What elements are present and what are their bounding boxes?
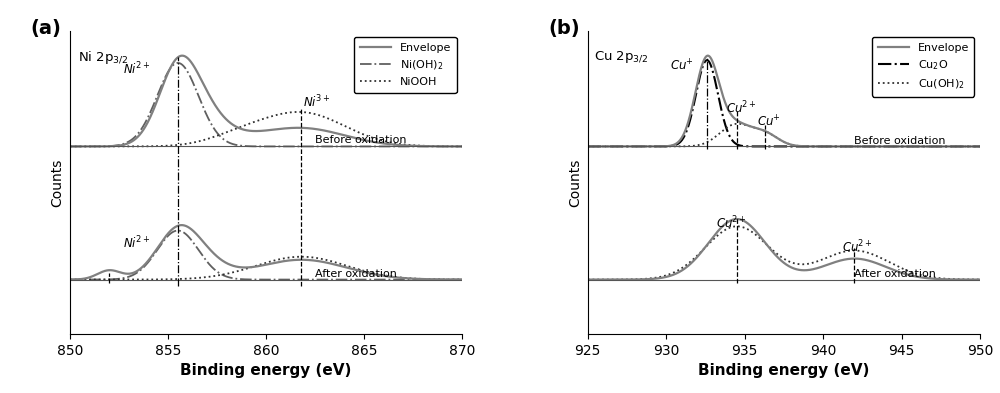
Text: Ni 2p$_{3/2}$: Ni 2p$_{3/2}$ <box>78 50 128 66</box>
X-axis label: Binding energy (eV): Binding energy (eV) <box>698 363 870 378</box>
Text: (b): (b) <box>549 19 580 39</box>
Text: Cu$^{+}$: Cu$^{+}$ <box>757 114 781 130</box>
Text: Cu 2p$_{3/2}$: Cu 2p$_{3/2}$ <box>594 50 648 65</box>
Y-axis label: Counts: Counts <box>568 158 582 207</box>
Text: Before oxidation: Before oxidation <box>315 135 407 145</box>
X-axis label: Binding energy (eV): Binding energy (eV) <box>180 363 352 378</box>
Text: Ni$^{2+}$: Ni$^{2+}$ <box>123 234 150 251</box>
Y-axis label: Counts: Counts <box>50 158 64 207</box>
Text: Cu$^{2+}$: Cu$^{2+}$ <box>726 99 756 116</box>
Text: Ni$^{2+}$: Ni$^{2+}$ <box>123 60 150 77</box>
Text: Cu$^{2+}$: Cu$^{2+}$ <box>716 215 747 231</box>
Text: (a): (a) <box>31 19 62 39</box>
Text: After oxidation: After oxidation <box>854 269 936 279</box>
Text: After oxidation: After oxidation <box>315 269 397 279</box>
Text: Cu$^{+}$: Cu$^{+}$ <box>670 59 694 74</box>
Legend: Envelope, Cu$_2$O, Cu(OH)$_2$: Envelope, Cu$_2$O, Cu(OH)$_2$ <box>872 37 974 97</box>
Text: Before oxidation: Before oxidation <box>854 136 946 146</box>
Text: Ni$^{3+}$: Ni$^{3+}$ <box>303 94 330 110</box>
Text: Cu$^{2+}$: Cu$^{2+}$ <box>842 239 873 255</box>
Legend: Envelope, Ni(OH)$_2$, NiOOH: Envelope, Ni(OH)$_2$, NiOOH <box>354 37 457 93</box>
